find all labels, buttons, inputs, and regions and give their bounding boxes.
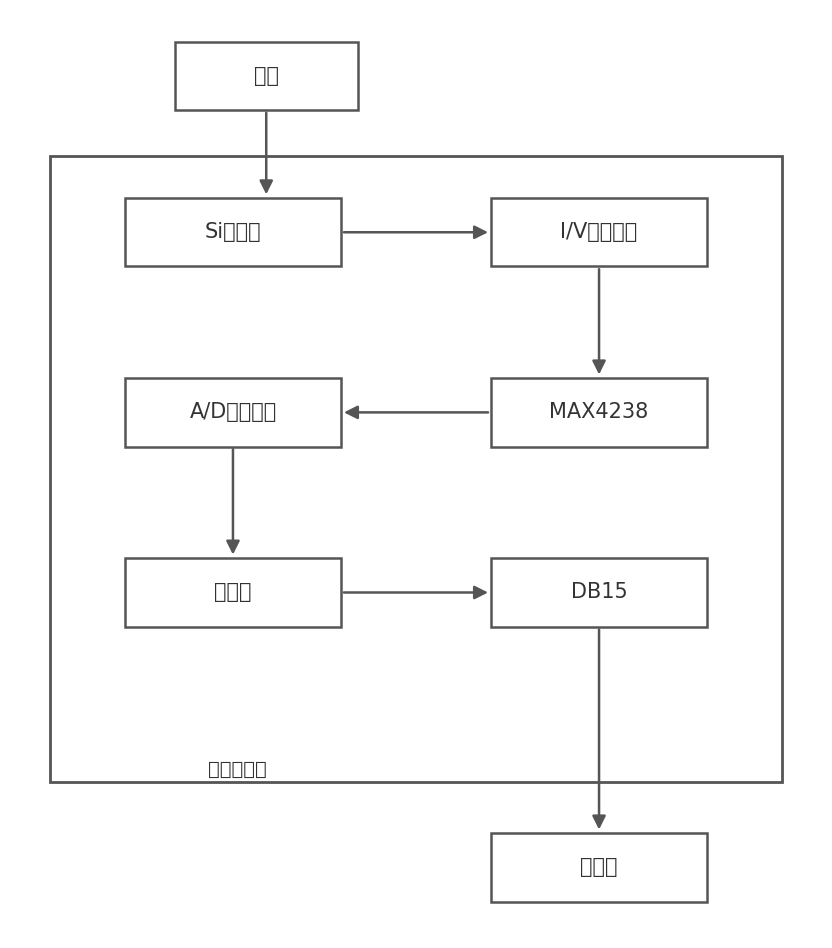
Bar	[125, 558, 341, 627]
Bar	[491, 378, 707, 447]
Text: 单片机: 单片机	[214, 582, 252, 603]
Bar	[491, 833, 707, 902]
Text: A/D转换电路: A/D转换电路	[190, 402, 276, 423]
Text: DB15: DB15	[571, 582, 627, 603]
Bar	[50, 156, 782, 782]
Text: 上位机: 上位机	[580, 857, 618, 878]
Text: MAX4238: MAX4238	[549, 402, 649, 423]
Bar	[125, 378, 341, 447]
Text: 光源: 光源	[254, 65, 279, 86]
Text: Si探测器: Si探测器	[205, 222, 261, 243]
Bar	[175, 42, 358, 110]
Bar	[125, 198, 341, 266]
Text: I/V转换电路: I/V转换电路	[561, 222, 637, 243]
Bar	[491, 558, 707, 627]
Bar	[491, 198, 707, 266]
Text: 双层电路板: 双层电路板	[208, 760, 266, 779]
